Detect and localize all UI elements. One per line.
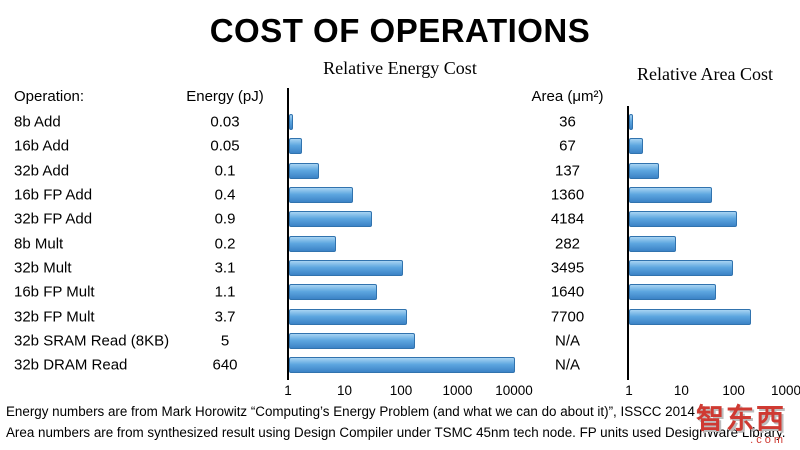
- energy-axis-ticks: 1 10 100 1000 10000: [284, 383, 533, 401]
- operation-label: 8b Mult: [14, 235, 64, 253]
- energy-value: 3.1: [214, 259, 236, 277]
- energy-value: 0.2: [214, 235, 236, 253]
- area-axis-ticks: 1 10 100 1000: [625, 383, 800, 401]
- energy-value: 0.05: [210, 137, 240, 155]
- area-value: 67: [559, 137, 576, 155]
- table-row: 16b FP Add 0.4 1360: [0, 183, 800, 207]
- operation-label: 32b DRAM Read: [14, 356, 128, 374]
- area-bar: [629, 211, 738, 228]
- area-value: 3495: [550, 259, 585, 277]
- energy-bar: [289, 211, 373, 228]
- ops-table-rows: 8b Add 0.03 36 16b Add 0.05 67 32b Add 0.1 137 16…: [0, 110, 800, 377]
- operation-label: 16b FP Add: [14, 186, 93, 204]
- energy-value: 640: [212, 356, 238, 374]
- col-header-energy: Energy (pJ): [186, 88, 264, 105]
- table-row: 32b FP Add 0.9 4184: [0, 207, 800, 231]
- area-value: 1360: [550, 186, 585, 204]
- area-value: 36: [559, 113, 576, 131]
- footnote-area-source: Area numbers are from synthesized result…: [6, 425, 786, 440]
- energy-bar: [289, 357, 515, 374]
- slide-title: COST OF OPERATIONS: [209, 12, 591, 49]
- energy-value: 0.03: [210, 113, 240, 131]
- axis-tick-label: 100: [389, 383, 413, 398]
- table-row: 32b Add 0.1 137: [0, 159, 800, 183]
- axis-tick-label: 10: [336, 383, 353, 398]
- energy-bar: [289, 114, 293, 131]
- area-bar: [629, 187, 712, 204]
- operation-label: 32b FP Mult: [14, 308, 95, 326]
- table-row: 8b Mult 0.2 282: [0, 231, 800, 255]
- operation-label: 32b FP Add: [14, 210, 93, 228]
- axis-tick-label: 1: [284, 383, 292, 398]
- energy-chart-title: Relative Energy Cost: [323, 58, 477, 78]
- area-value: 137: [554, 162, 581, 180]
- energy-value: 5: [220, 332, 230, 350]
- watermark-suffix: .com: [750, 434, 786, 446]
- watermark-zhidongxi: 智东西 .com: [696, 405, 786, 446]
- area-chart-axis-line: [627, 106, 629, 380]
- area-value: N/A: [554, 332, 580, 350]
- area-value: N/A: [554, 356, 580, 374]
- area-bar: [629, 308, 751, 325]
- axis-tick-label: 1000: [442, 383, 473, 398]
- area-bar: [629, 162, 660, 179]
- energy-bar: [289, 332, 415, 349]
- table-row: 8b Add 0.03 36: [0, 110, 800, 134]
- table-row: 32b DRAM Read 640 N/A: [0, 353, 800, 377]
- area-value: 1640: [550, 283, 585, 301]
- table-row: 16b FP Mult 1.1 1640: [0, 280, 800, 304]
- col-header-area: Area (μm²): [531, 88, 604, 105]
- operation-label: 16b FP Mult: [14, 283, 95, 301]
- area-value: 282: [554, 235, 581, 253]
- energy-bar: [289, 235, 336, 252]
- area-value: 7700: [550, 308, 585, 326]
- operation-label: 32b SRAM Read (8KB): [14, 332, 170, 350]
- energy-bar: [289, 187, 353, 204]
- table-row: 32b FP Mult 3.7 7700: [0, 304, 800, 328]
- area-bar: [629, 235, 676, 252]
- energy-value: 0.1: [214, 162, 236, 180]
- energy-bar: [289, 259, 403, 276]
- area-bar: [629, 284, 716, 301]
- axis-tick-label: 1: [625, 383, 633, 398]
- area-bar: [629, 259, 733, 276]
- energy-bar: [289, 284, 378, 301]
- table-row: 16b Add 0.05 67: [0, 134, 800, 158]
- table-row: 32b SRAM Read (8KB) 5 N/A: [0, 329, 800, 353]
- axis-tick-label: 10000: [495, 383, 533, 398]
- axis-tick-label: 100: [722, 383, 745, 398]
- energy-bar: [289, 308, 408, 325]
- energy-value: 0.4: [214, 186, 236, 204]
- energy-value: 1.1: [214, 283, 236, 301]
- operation-label: 8b Add: [14, 113, 61, 131]
- footnote-energy-source: Energy numbers are from Mark Horowitz “C…: [6, 404, 695, 419]
- area-bar: [629, 114, 633, 131]
- energy-value: 0.9: [214, 210, 236, 228]
- watermark-text: 智东西: [695, 403, 786, 434]
- energy-value: 3.7: [214, 308, 236, 326]
- axis-tick-label: 1000: [770, 383, 800, 398]
- footnotes: Energy numbers are from Mark Horowitz “C…: [6, 401, 786, 443]
- energy-bar: [289, 162, 319, 179]
- operation-label: 32b Mult: [14, 259, 72, 277]
- operation-label: 32b Add: [14, 162, 70, 180]
- table-row: 32b Mult 3.1 3495: [0, 256, 800, 280]
- col-header-operation: Operation:: [14, 88, 85, 105]
- energy-chart-axis-line: [287, 88, 289, 380]
- energy-bar: [289, 138, 302, 155]
- area-chart-title: Relative Area Cost: [637, 64, 773, 84]
- operation-label: 16b Add: [14, 137, 70, 155]
- area-bar: [629, 138, 644, 155]
- axis-tick-label: 10: [673, 383, 689, 398]
- area-value: 4184: [550, 210, 585, 228]
